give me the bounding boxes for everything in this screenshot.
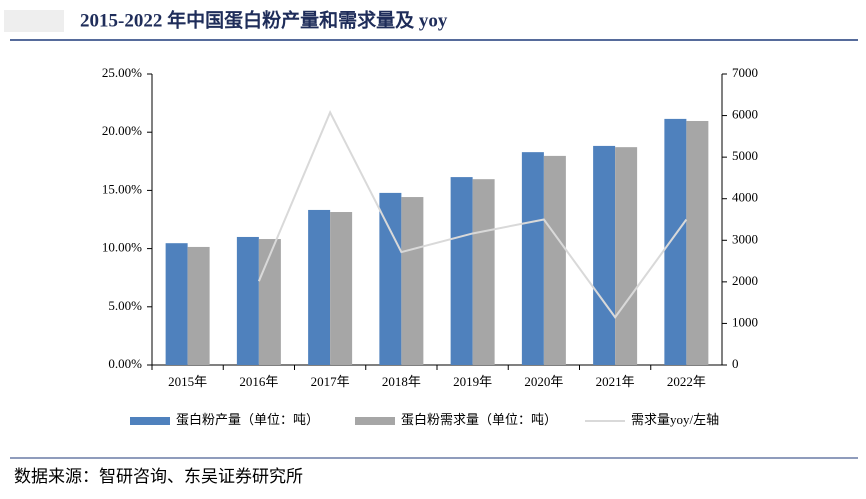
bar <box>379 192 402 365</box>
x-tick-label: 2020年 <box>524 374 563 389</box>
bar <box>258 239 281 365</box>
line-series <box>257 110 688 319</box>
y2-tick-label: 2000 <box>732 273 758 288</box>
bar <box>308 209 331 365</box>
y2-tick-label: 6000 <box>732 107 758 122</box>
y-tick-label: 25.00% <box>102 65 142 80</box>
title-badge <box>4 10 64 32</box>
legend-label: 蛋白粉产量（单位：吨） <box>176 412 319 427</box>
y2-tick-label: 3000 <box>732 231 758 246</box>
y2-tick-label: 5000 <box>732 148 758 163</box>
bar <box>401 197 424 365</box>
bar <box>543 155 566 365</box>
x-tick-label: 2015年 <box>168 374 207 389</box>
y-tick-label: 0.00% <box>108 356 142 371</box>
y-tick-label: 5.00% <box>108 298 142 313</box>
x-tick-label: 2022年 <box>667 374 706 389</box>
x-tick-label: 2018年 <box>382 374 421 389</box>
legend-swatch <box>130 417 170 425</box>
y2-tick-label: 7000 <box>732 65 758 80</box>
bar <box>686 120 709 366</box>
bar <box>236 236 259 365</box>
bar <box>450 177 473 365</box>
chart-title: 2015-2022 年中国蛋白粉产量和需求量及 yoy <box>80 8 448 31</box>
bar <box>521 152 544 365</box>
y-tick-label: 10.00% <box>102 240 142 255</box>
x-tick-label: 2019年 <box>453 374 492 389</box>
bar <box>165 243 188 365</box>
legend-label: 需求量yoy/左轴 <box>631 412 719 427</box>
source: 数据来源：智研咨询、东吴证券研究所 <box>14 467 303 486</box>
y2-tick-label: 0 <box>732 356 739 371</box>
y2-tick-label: 4000 <box>732 190 758 205</box>
x-tick-label: 2017年 <box>311 374 350 389</box>
y-tick-label: 20.00% <box>102 123 142 138</box>
bar <box>593 145 616 365</box>
legend-label: 蛋白粉需求量（单位：吨） <box>401 412 557 427</box>
x-tick-label: 2016年 <box>239 374 278 389</box>
y2-tick-label: 1000 <box>732 314 758 329</box>
legend-swatch <box>355 417 395 425</box>
y-tick-label: 15.00% <box>102 181 142 196</box>
x-tick-label: 2021年 <box>596 374 635 389</box>
bar <box>472 179 495 365</box>
bar <box>187 246 210 365</box>
bar <box>615 147 638 365</box>
bar <box>330 212 353 365</box>
bar <box>664 118 687 365</box>
